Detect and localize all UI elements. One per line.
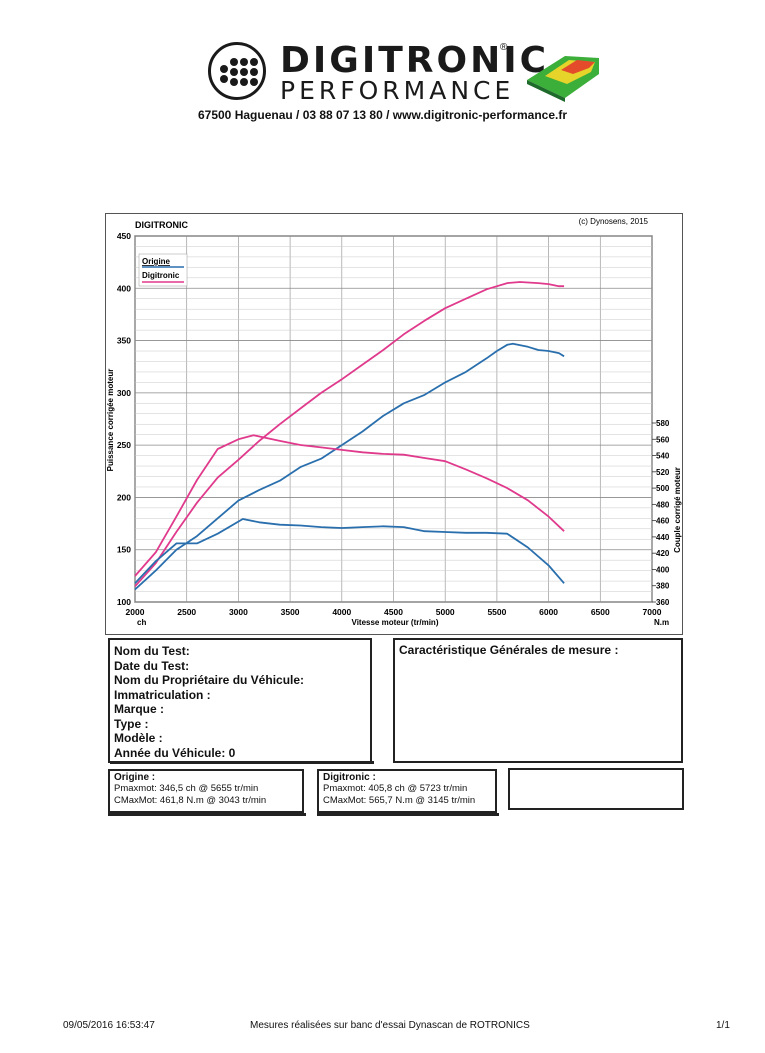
y-right-axis-title: Couple corrigé moteur <box>673 467 682 553</box>
y-right-tick-label: 560 <box>656 435 670 444</box>
footer-datetime: 09/05/2016 16:53:47 <box>63 1020 155 1031</box>
test-date-field: Date du Test: <box>114 658 190 673</box>
y-right-tick-label: 520 <box>656 468 670 477</box>
footer-note: Mesures réalisées sur banc d'essai Dynas… <box>250 1020 530 1031</box>
y-right-tick-label: 480 <box>656 500 670 509</box>
digitronic-cmax: CMaxMot: 565,7 N.m @ 3145 tr/min <box>323 794 476 806</box>
x-tick-label: 7000 <box>643 607 662 617</box>
test-name-field: Nom du Test: <box>114 644 190 658</box>
origine-cmax: CMaxMot: 461,8 N.m @ 3043 tr/min <box>114 794 267 806</box>
y-left-tick-label: 450 <box>117 231 131 241</box>
series-origine-torque-line <box>134 518 565 584</box>
y-left-tick-label: 200 <box>117 492 131 502</box>
y-right-tick-label: 380 <box>656 582 670 591</box>
address-line: 67500 Haguenau / 03 88 07 13 80 / www.di… <box>197 108 568 122</box>
x-tick-label: 5500 <box>487 607 506 617</box>
year-field: Année du Véhicule: 0 <box>114 745 236 760</box>
test-info-box: Nom du Test: Date du Test: Nom du Propri… <box>108 638 372 763</box>
series-digitronic-torque-line <box>134 434 565 577</box>
registration-field: Immatriculation : <box>114 687 211 702</box>
digitronic-results-title: Digitronic : <box>323 772 376 783</box>
type-field: Type : <box>114 716 149 731</box>
x-tick-label: 4000 <box>332 607 351 617</box>
brand-field: Marque : <box>114 702 165 716</box>
origine-pmax: Pmaxmot: 346,5 ch @ 5655 tr/min <box>114 783 259 794</box>
legend-digitronic: Digitronic <box>142 271 180 280</box>
x-tick-label: 6500 <box>591 607 610 617</box>
x-tick-label: 2000 <box>126 607 145 617</box>
y-left-tick-label: 250 <box>117 440 131 450</box>
y-left-tick-label: 300 <box>117 388 131 398</box>
brand-subtitle: PERFORMANCE <box>280 76 515 105</box>
model-field: Modèle : <box>114 731 163 745</box>
legend-origine: Origine <box>142 257 171 266</box>
y-left-axis-title: Puissance corrigée moteur <box>106 369 115 472</box>
series-origine-power-line <box>134 342 565 591</box>
x-tick-label: 4500 <box>384 607 403 617</box>
legend-box <box>138 253 188 287</box>
chart-frame <box>105 213 683 635</box>
chart-copyright: (c) Dynosens, 2015 <box>579 217 649 226</box>
x-tick-label: 3000 <box>229 607 248 617</box>
origine-results-title: Origine : <box>114 772 156 783</box>
empty-results-box <box>508 768 684 810</box>
characteristics-title: Caractéristique Générales de mesure : <box>399 643 619 657</box>
chart-title: DIGITRONIC <box>135 220 188 230</box>
y-right-tick-label: 400 <box>656 565 670 574</box>
digitronic-results-box: Digitronic : Pmaxmot: 405,8 ch @ 5723 tr… <box>317 769 497 813</box>
x-tick-label: 6000 <box>539 607 558 617</box>
digitronic-pmax: Pmaxmot: 405,8 ch @ 5723 tr/min <box>323 783 468 794</box>
y-right-tick-label: 420 <box>656 549 670 558</box>
brand-name: DIGITRONIC <box>280 40 550 81</box>
x-tick-label: 2500 <box>177 607 196 617</box>
registered-mark: ® <box>500 42 508 53</box>
y-right-tick-label: 460 <box>656 517 670 526</box>
y-right-tick-label: 440 <box>656 533 670 542</box>
y-left-tick-label: 350 <box>117 336 131 346</box>
dyno-surface-logo-icon <box>527 56 599 102</box>
footer-page-number: 1/1 <box>716 1020 730 1031</box>
y-right-tick-label: 360 <box>656 598 670 607</box>
y-left-tick-label: 150 <box>117 545 131 555</box>
x-tick-label: 3500 <box>281 607 300 617</box>
characteristics-box: Caractéristique Générales de mesure : <box>393 638 683 763</box>
y-left-tick-label: 100 <box>117 597 131 607</box>
y-right-tick-label: 500 <box>656 484 670 493</box>
y-right-tick-label: 580 <box>656 419 670 428</box>
origine-results-box: Origine : Pmaxmot: 346,5 ch @ 5655 tr/mi… <box>108 769 304 813</box>
x-tick-label: 5000 <box>436 607 455 617</box>
y-left-tick-label: 400 <box>117 283 131 293</box>
series-digitronic-power-line <box>134 281 565 587</box>
y-right-tick-label: 540 <box>656 452 670 461</box>
owner-field: Nom du Propriétaire du Véhicule: <box>114 673 305 687</box>
brand-logo-icon <box>208 42 266 100</box>
x-axis-title: Vitesse moteur (tr/min) <box>352 618 439 627</box>
x-unit-label: ch <box>137 618 146 627</box>
y-right-unit-label: N.m <box>654 618 669 627</box>
